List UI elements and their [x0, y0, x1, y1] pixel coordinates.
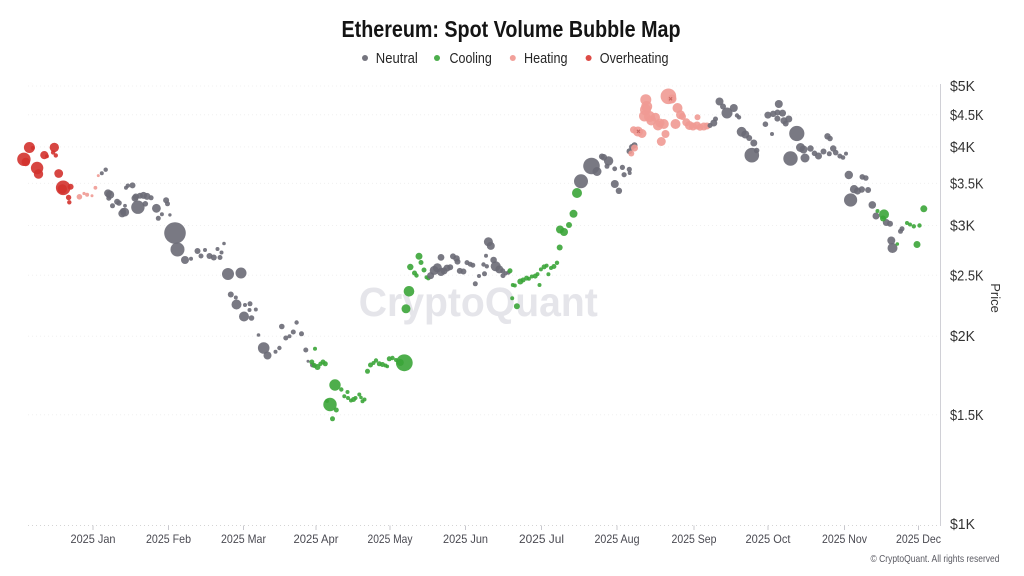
- svg-text:2025 Aug: 2025 Aug: [595, 532, 640, 546]
- svg-text:Neutral: Neutral: [376, 51, 418, 67]
- svg-text:Ethereum: Spot Volume Bubble M: Ethereum: Spot Volume Bubble Map: [342, 16, 681, 42]
- svg-text:2025 Dec: 2025 Dec: [896, 532, 941, 546]
- svg-text:$1.5K: $1.5K: [950, 407, 984, 424]
- svg-text:2025 Jan: 2025 Jan: [71, 532, 116, 546]
- svg-text:$3K: $3K: [950, 218, 975, 235]
- svg-text:2025 Apr: 2025 Apr: [294, 532, 339, 546]
- svg-text:2025 Sep: 2025 Sep: [672, 532, 717, 546]
- svg-text:2025 Feb: 2025 Feb: [146, 532, 191, 546]
- svg-text:2025 May: 2025 May: [368, 532, 413, 546]
- svg-text:$3.5K: $3.5K: [950, 175, 984, 192]
- svg-text:$4.5K: $4.5K: [950, 107, 984, 124]
- svg-text:Cooling: Cooling: [450, 51, 492, 67]
- svg-text:Overheating: Overheating: [600, 51, 669, 67]
- svg-text:CryptoQuant: CryptoQuant: [359, 279, 598, 325]
- svg-text:$5K: $5K: [950, 78, 975, 95]
- svg-text:$1K: $1K: [950, 516, 975, 533]
- svg-text:Heating: Heating: [524, 51, 568, 67]
- svg-text:2025 Jul: 2025 Jul: [519, 532, 564, 546]
- svg-text:$4K: $4K: [950, 139, 975, 156]
- svg-text:2025 Jun: 2025 Jun: [443, 532, 488, 546]
- svg-text:$2K: $2K: [950, 328, 975, 345]
- svg-text:$2.5K: $2.5K: [950, 267, 984, 284]
- svg-text:2025 Mar: 2025 Mar: [221, 532, 266, 546]
- svg-text:Price: Price: [988, 283, 1003, 313]
- svg-text:2025 Oct: 2025 Oct: [746, 532, 792, 546]
- svg-text:© CryptoQuant. All rights rese: © CryptoQuant. All rights reserved: [871, 553, 1000, 565]
- svg-text:2025 Nov: 2025 Nov: [822, 532, 867, 546]
